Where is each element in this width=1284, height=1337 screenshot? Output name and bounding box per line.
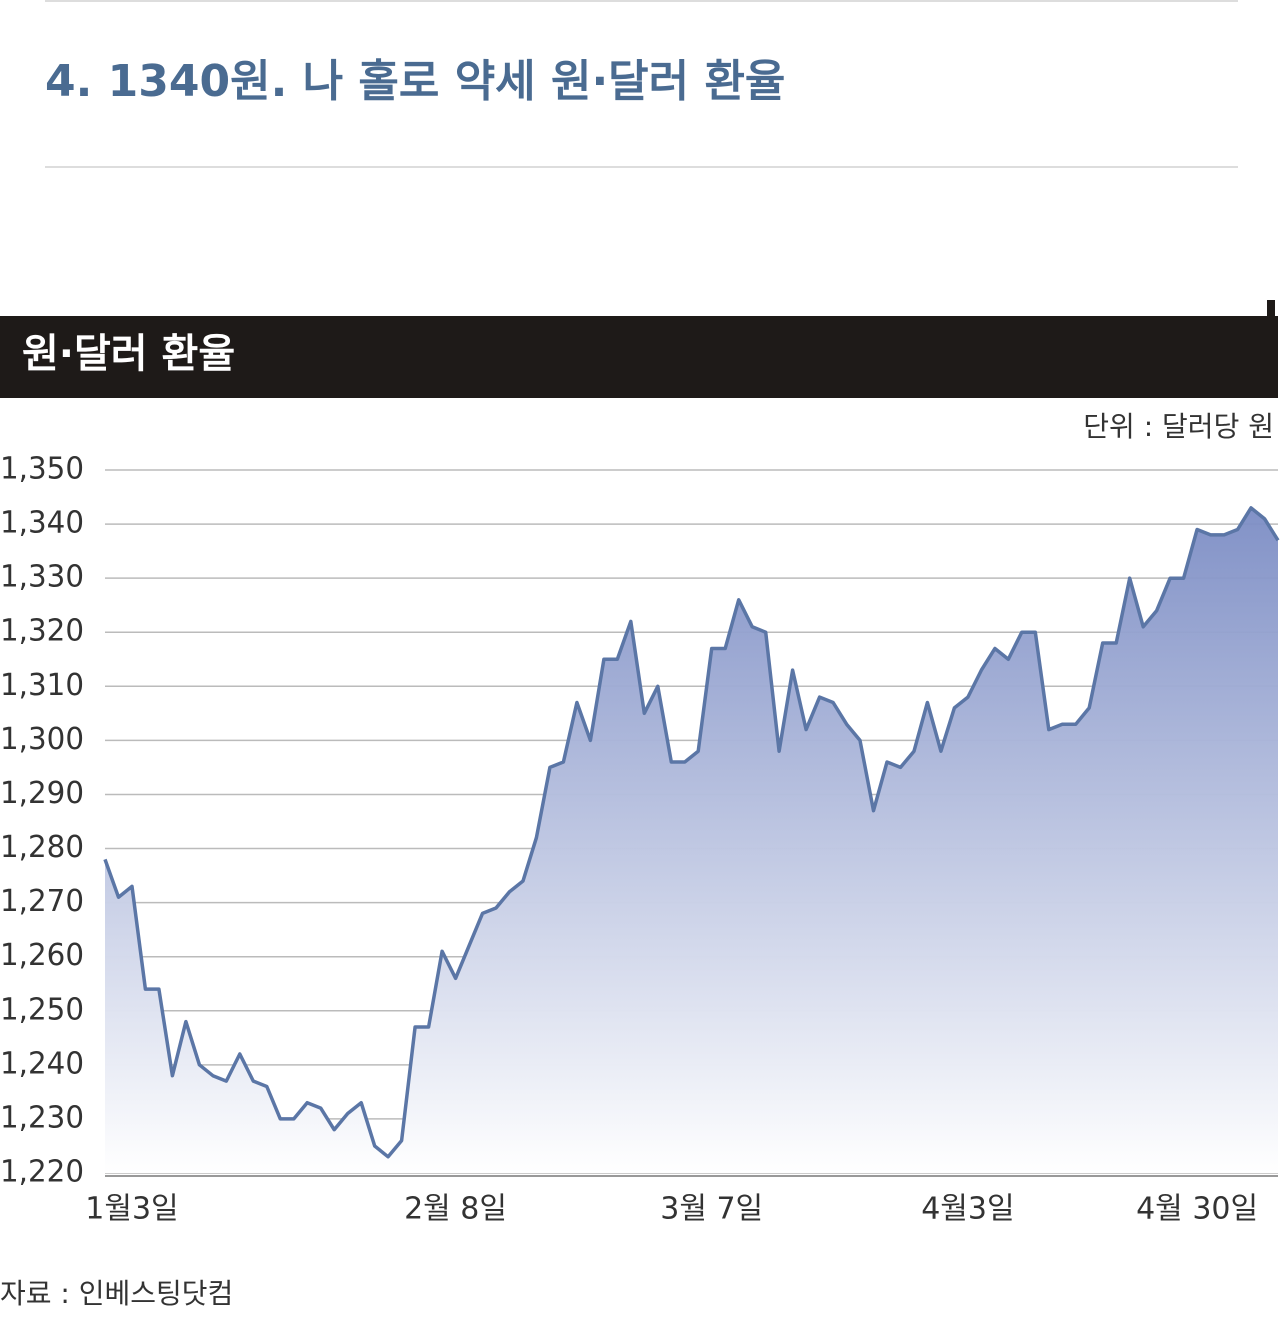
line (103, 506, 1280, 1159)
y-tick-label: 1,260 (0, 938, 84, 973)
y-tick-label: 1,220 (0, 1155, 84, 1190)
chart-header-edge (1267, 300, 1275, 398)
y-tick-label: 1,290 (0, 776, 84, 811)
y-tick-label: 1,250 (0, 992, 84, 1027)
chart-title: 원·달러 환율 (22, 331, 235, 377)
chart-header (0, 316, 1278, 398)
unit-label: 단위 : 달러당 원 (1083, 410, 1274, 443)
x-tick-label: 4월 30일 (1136, 1192, 1258, 1227)
y-tick-label: 1,350 (0, 452, 84, 487)
y-tick-label: 1,270 (0, 884, 84, 919)
x-tick-label: 2월 8일 (404, 1192, 507, 1227)
x-tick-label: 1월3일 (85, 1192, 178, 1227)
y-tick-label: 1,240 (0, 1046, 84, 1081)
x-tick-label: 3월 7일 (660, 1192, 763, 1227)
y-tick-label: 1,340 (0, 506, 84, 541)
x-tick-label: 4월3일 (921, 1192, 1014, 1227)
y-tick-label: 1,320 (0, 614, 84, 649)
article-heading: 4. 1340원. 나 홀로 약세 원·달러 환율 (45, 56, 785, 107)
y-tick-label: 1,230 (0, 1100, 84, 1135)
y-tick-label: 1,280 (0, 830, 84, 865)
y-tick-label: 1,300 (0, 722, 84, 757)
source-label: 자료 : 인베스팅닷컴 (0, 1277, 233, 1310)
y-tick-label: 1,310 (0, 668, 84, 703)
area (105, 507, 1278, 1173)
y-tick-label: 1,330 (0, 560, 84, 595)
